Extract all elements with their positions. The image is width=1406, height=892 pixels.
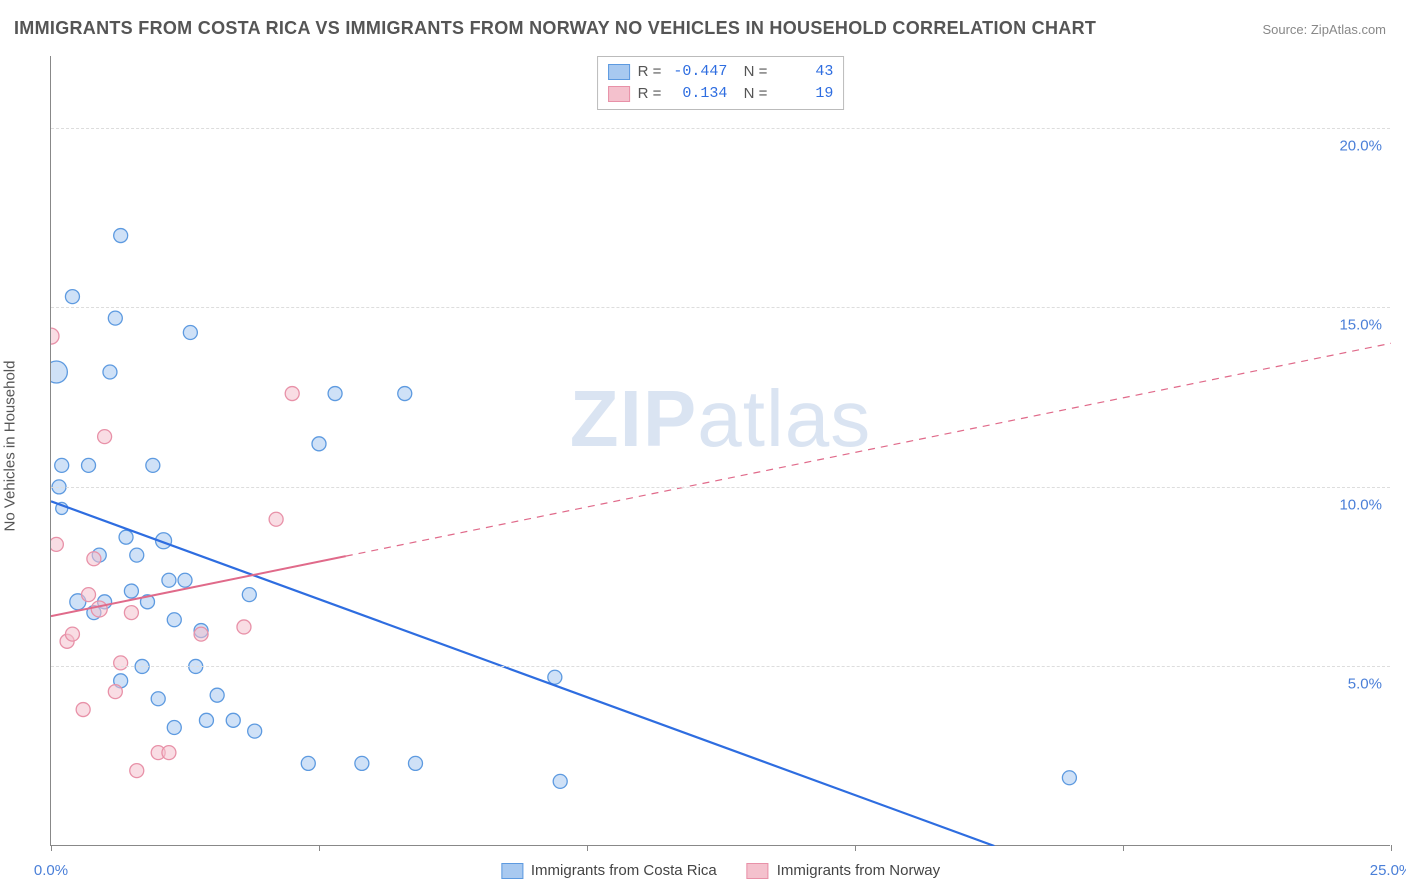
y-tick-label: 15.0% [1339, 317, 1382, 334]
swatch-series-1 [608, 64, 630, 80]
correlation-legend: R = -0.447 N = 43 R = 0.134 N = 19 [597, 56, 845, 110]
n-value-2: 19 [775, 83, 833, 105]
n-label: N = [735, 83, 767, 105]
plot-region: ZIPatlas R = -0.447 N = 43 R = 0.134 N =… [50, 56, 1390, 846]
legend-row-series-2: R = 0.134 N = 19 [608, 83, 834, 105]
x-tick [855, 845, 856, 851]
series-legend: Immigrants from Costa Rica Immigrants fr… [501, 862, 940, 879]
chart-title: IMMIGRANTS FROM COSTA RICA VS IMMIGRANTS… [14, 18, 1096, 39]
x-tick [319, 845, 320, 851]
y-tick-label: 20.0% [1339, 137, 1382, 154]
swatch-series-1-bottom [501, 863, 523, 879]
x-tick [587, 845, 588, 851]
y-axis-label: No Vehicles in Household [2, 361, 19, 532]
r-value-1: -0.447 [669, 61, 727, 83]
x-tick [1391, 845, 1392, 851]
n-value-1: 43 [775, 61, 833, 83]
swatch-series-2 [608, 86, 630, 102]
series-1-name: Immigrants from Costa Rica [531, 862, 717, 879]
legend-row-series-1: R = -0.447 N = 43 [608, 61, 834, 83]
r-label: R = [638, 61, 662, 83]
r-label: R = [638, 83, 662, 105]
y-tick-label: 10.0% [1339, 496, 1382, 513]
x-tick [1123, 845, 1124, 851]
chart-area: ZIPatlas R = -0.447 N = 43 R = 0.134 N =… [50, 56, 1390, 846]
series-2-name: Immigrants from Norway [777, 862, 940, 879]
x-tick [51, 845, 52, 851]
gridline-h [51, 666, 1390, 667]
swatch-series-2-bottom [747, 863, 769, 879]
gridline-h [51, 307, 1390, 308]
x-tick-label: 25.0% [1370, 862, 1406, 879]
gridline-h [51, 128, 1390, 129]
r-value-2: 0.134 [669, 83, 727, 105]
source-attribution: Source: ZipAtlas.com [1262, 22, 1386, 37]
legend-item-1: Immigrants from Costa Rica [501, 862, 717, 879]
chart-svg [51, 56, 1391, 846]
n-label: N = [735, 61, 767, 83]
y-tick-label: 5.0% [1348, 676, 1382, 693]
gridline-h [51, 487, 1390, 488]
legend-item-2: Immigrants from Norway [747, 862, 940, 879]
x-tick-label: 0.0% [34, 862, 68, 879]
